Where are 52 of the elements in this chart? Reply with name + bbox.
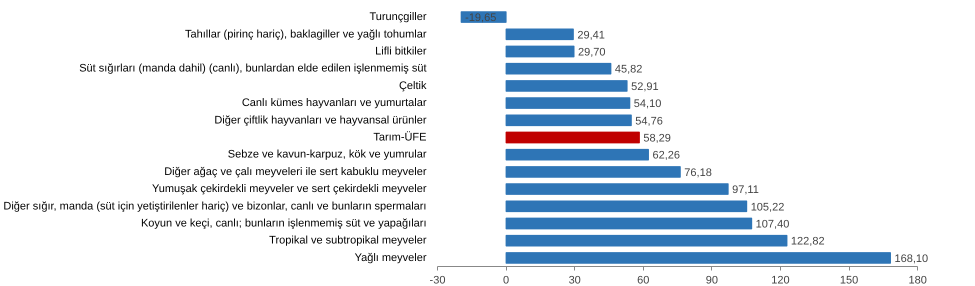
bar xyxy=(506,62,612,75)
x-tick-label: 180 xyxy=(908,274,927,286)
bar xyxy=(506,183,729,195)
data-label: 54,10 xyxy=(634,98,662,110)
data-label: 54,76 xyxy=(635,115,663,128)
bar xyxy=(506,252,891,264)
bar xyxy=(506,132,640,144)
y-tick-label: Tahıllar (pirinç hariç), baklagiller ve yağlı tohumlar xyxy=(185,28,427,40)
x-tick-label: 120 xyxy=(771,274,790,286)
y-tick-label: Turunçgiller xyxy=(369,11,427,24)
y-tick-label: Yumuşak çekirdekli meyveler ve sert çekirdekli meyveler xyxy=(152,183,427,196)
data-label: 97,11 xyxy=(732,184,759,196)
y-tick-label: Sebze ve kavun-karpuz, kök ve yumrular xyxy=(228,148,427,161)
data-label: 29,70 xyxy=(578,46,606,58)
y-tick-label: Süt sığırları (manda dahil) (canlı), bunlardan elde edilen işlenmemiş süt xyxy=(79,62,426,75)
y-tick-label: Diğer ağaç ve çalı meyveleri ile sert kabuklu meyveler xyxy=(164,166,427,178)
x-tick-label: -30 xyxy=(430,274,446,286)
x-tick-label: 150 xyxy=(840,274,858,286)
bar xyxy=(506,148,649,161)
data-label: 76,18 xyxy=(684,166,712,179)
data-label: 122,82 xyxy=(790,236,825,248)
data-label: 45,82 xyxy=(614,64,642,76)
x-tick-label: 90 xyxy=(706,274,718,286)
data-label: -19,65 xyxy=(465,12,496,24)
data-label: 62,26 xyxy=(652,150,680,162)
bar xyxy=(506,234,788,247)
bar xyxy=(506,46,575,58)
data-label: 168,10 xyxy=(894,252,928,265)
bar xyxy=(506,80,628,92)
y-tick-label: Yağlı meyveler xyxy=(354,252,427,264)
data-label: 107,40 xyxy=(756,218,790,230)
data-label: 105,22 xyxy=(750,201,784,214)
y-tick-label: Lifli bitkiler xyxy=(375,46,427,58)
x-tick-label: 30 xyxy=(568,274,581,286)
bar xyxy=(506,28,574,40)
data-label: 52,91 xyxy=(631,80,659,93)
bar xyxy=(506,97,630,109)
y-tick-label: Diğer çiftlik hayvanları ve hayvansal ürünler xyxy=(214,114,427,126)
data-label: 29,41 xyxy=(577,29,605,42)
data-label: 58,29 xyxy=(643,132,671,144)
y-tick-label: Canlı kümes hayvanları ve yumurtalar xyxy=(242,97,427,110)
y-tick-label: Tarım-ÜFE xyxy=(373,130,427,144)
y-tick-label: Tropikal ve subtropikal meyveler xyxy=(269,234,427,247)
bar xyxy=(506,200,748,212)
y-tick-label: Koyun ve keçi, canlı; bunların işlenmemiş süt ve yapağıları xyxy=(140,218,427,230)
x-tick-label: 0 xyxy=(503,274,510,286)
bar xyxy=(506,218,752,230)
x-tick-label: 60 xyxy=(637,274,650,286)
y-tick-label: Diğer sığır, manda (süt için yetiştirilenler hariç) ve bizonlar, canlı ve bunların spermaları xyxy=(3,200,427,212)
y-tick-label: Çeltik xyxy=(398,80,427,92)
bar xyxy=(506,166,681,178)
bar xyxy=(506,114,632,126)
